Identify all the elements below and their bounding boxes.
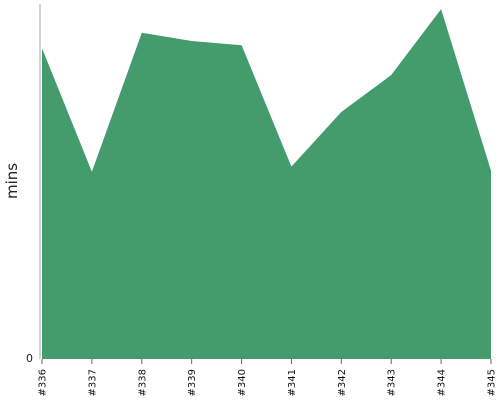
x-tick-label: #338 [137, 369, 148, 396]
y-axis-label: mins [3, 163, 21, 199]
x-axis-ticks: #336 #337 #338 #339 #340 #341 #342 #343 #344 #345 [38, 359, 498, 396]
x-tick-label: #339 [187, 369, 198, 396]
x-tick-label: #341 [287, 369, 298, 396]
x-tick-label: #337 [87, 369, 98, 396]
y-axis-ticks: 0 [26, 352, 33, 365]
x-tick-label: #344 [437, 369, 448, 396]
x-tick-label: #342 [337, 369, 348, 396]
x-tick-label: #340 [237, 369, 248, 396]
y-tick-label: 0 [26, 352, 33, 365]
x-tick-label: #345 [487, 369, 498, 396]
x-tick-label: #343 [387, 369, 398, 396]
x-tick-label: #336 [38, 369, 49, 396]
plot-area [42, 9, 491, 359]
series-area [42, 9, 491, 359]
